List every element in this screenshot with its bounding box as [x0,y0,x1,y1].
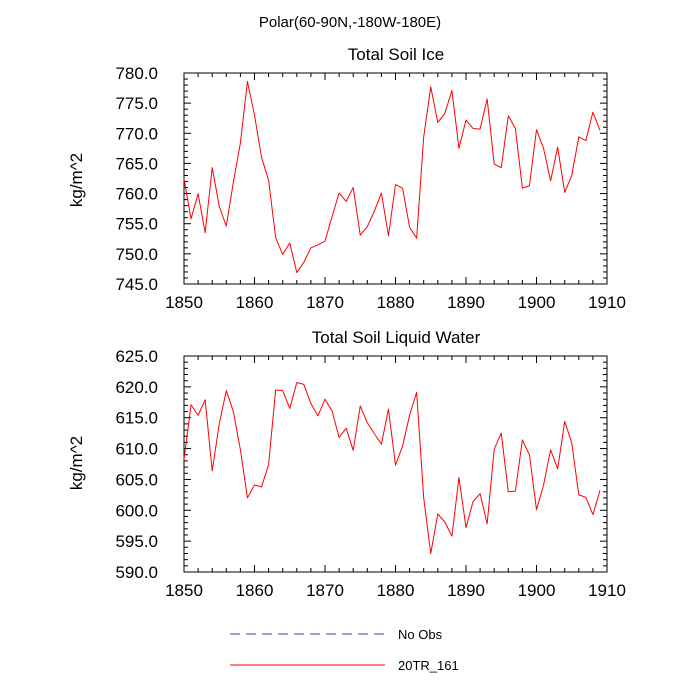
y-tick-label: 590.0 [115,563,158,582]
chart-title: Total Soil Liquid Water [312,328,481,347]
y-tick-label: 610.0 [115,440,158,459]
series-layer [183,382,601,554]
chart-title: Total Soil Ice [348,45,444,64]
y-tick-label: 595.0 [115,532,158,551]
y-tick-label: 780.0 [115,64,158,83]
x-tick-label: 1880 [377,581,415,600]
y-tick-label: 620.0 [115,378,158,397]
legend-label-no-obs: No Obs [398,627,443,642]
x-tick-label: 1900 [518,581,556,600]
series-line-20tr-161 [183,382,601,554]
y-tick-label: 600.0 [115,501,158,520]
y-tick-label: 625.0 [115,347,158,366]
y-axis-label: kg/m^2 [67,153,86,207]
x-ticks: 1850 1860 1870 1880 1890 1900 1910 [165,73,626,312]
y-ticks: 745.0 750.0 755.0 760.0 765.0 770.0 775.0 780.0 [115,64,607,294]
x-tick-label: 1870 [306,581,344,600]
y-tick-label: 750.0 [115,245,158,264]
y-tick-label: 760.0 [115,185,158,204]
y-ticks: 590.0 595.0 600.0 605.0 610.0 615.0 620.0 625.0 [115,347,607,582]
figure-suptitle: Polar(60-90N,-180W-180E) [259,14,441,31]
y-axis-label: kg/m^2 [67,436,86,490]
x-tick-label: 1860 [236,581,274,600]
x-tick-label: 1880 [377,293,415,312]
y-tick-label: 765.0 [115,154,158,173]
legend: No Obs 20TR_161 [230,627,459,673]
series-layer [183,80,601,274]
x-tick-label: 1890 [447,293,485,312]
chart-panel-total-soil-liquid-water: Total Soil Liquid Water kg/m^2 1850 1860 1… [67,328,626,600]
legend-item-no-obs: No Obs [230,627,443,642]
x-tick-label: 1910 [588,293,626,312]
x-tick-label: 1850 [165,581,203,600]
x-tick-label: 1850 [165,293,203,312]
x-tick-label: 1910 [588,581,626,600]
x-tick-label: 1900 [518,293,556,312]
series-line-20tr-161 [183,80,601,274]
y-tick-label: 615.0 [115,409,158,428]
y-tick-label: 745.0 [115,275,158,294]
legend-label-20tr-161: 20TR_161 [398,658,459,673]
chart-panel-total-soil-ice: Total Soil Ice kg/m^2 1850 1860 1870 1880 18… [67,45,626,312]
x-tick-label: 1860 [236,293,274,312]
x-tick-label: 1890 [447,581,485,600]
x-tick-label: 1870 [306,293,344,312]
y-tick-label: 755.0 [115,215,158,234]
y-tick-label: 775.0 [115,94,158,113]
y-tick-label: 605.0 [115,470,158,489]
plot-frame [183,72,608,285]
x-ticks: 1850 1860 1870 1880 1890 1900 1910 [165,356,626,600]
legend-item-20tr-161: 20TR_161 [230,658,459,673]
y-tick-label: 770.0 [115,124,158,143]
